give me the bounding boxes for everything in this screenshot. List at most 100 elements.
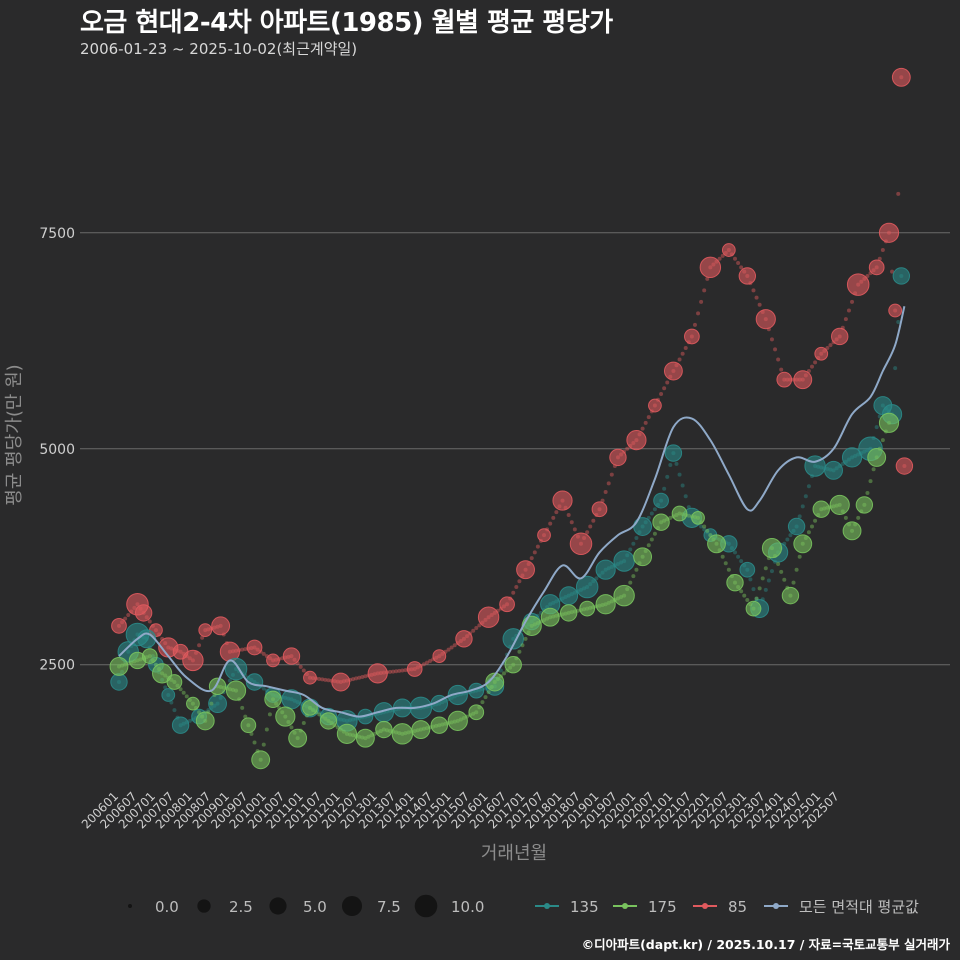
series-85-trail-dot xyxy=(643,420,648,425)
series-85-trail-dot xyxy=(717,256,722,261)
series-85-point xyxy=(895,457,914,475)
size-legend-swatch xyxy=(414,894,438,918)
series-85-point xyxy=(648,398,662,413)
series-85-trail-dot xyxy=(197,643,202,648)
series-85-trail-dot xyxy=(680,351,685,356)
scatter-points xyxy=(109,67,914,770)
series-175-point xyxy=(240,717,257,734)
series-175-point xyxy=(726,573,744,592)
series-85-trail-dot xyxy=(702,288,707,293)
color-legend-label: 85 xyxy=(728,898,747,916)
series-85-trail-dot xyxy=(696,311,701,316)
series-175-trail-dot xyxy=(810,524,814,529)
series-85-point xyxy=(609,448,627,467)
series-135-trail-dot xyxy=(498,668,503,673)
series-175-trail-dot xyxy=(794,567,799,572)
series-175-point xyxy=(842,521,862,541)
series-175-trail-dot xyxy=(705,528,710,533)
series-175-point xyxy=(109,657,129,676)
series-135-trail-dot xyxy=(751,587,756,592)
series-175-point xyxy=(595,594,616,615)
series-85-trail-dot xyxy=(298,664,303,669)
series-85-trail-dot xyxy=(843,317,848,322)
series-85-point xyxy=(266,653,280,668)
series-135-trail-dot xyxy=(785,537,790,542)
chart-subtitle: 2006-01-23 ~ 2025-10-02(최근계약일) xyxy=(80,40,358,58)
series-175-point xyxy=(166,674,183,690)
series-175-point xyxy=(355,728,375,748)
series-85-trail-dot xyxy=(551,515,556,520)
series-85-trail-dot xyxy=(646,415,651,420)
series-175-point xyxy=(430,716,449,734)
series-175-point xyxy=(391,723,414,745)
series-85-trail-dot xyxy=(400,668,405,673)
series-175-trail-dot xyxy=(652,531,657,536)
series-175-point xyxy=(152,663,173,684)
series-85-trail-dot xyxy=(600,498,605,503)
series-85-point xyxy=(721,243,736,257)
series-175-trail-dot xyxy=(317,712,322,717)
series-85-trail-dot xyxy=(880,248,885,253)
color-legend-dot xyxy=(702,903,708,909)
series-85-trail-dot xyxy=(425,660,429,665)
series-175-trail-dot xyxy=(757,586,762,591)
series-175-trail-dot xyxy=(791,580,796,585)
series-175-trail-dot xyxy=(782,577,787,582)
color-legend-dot xyxy=(773,903,779,909)
series-85-trail-dot xyxy=(877,256,882,261)
series-85-trail-dot xyxy=(825,345,830,350)
series-85-point xyxy=(331,672,351,692)
color-legend-label: 135 xyxy=(570,898,599,916)
size-legend-swatch xyxy=(341,895,363,917)
series-85-trail-dot xyxy=(566,512,571,517)
y-tick-label: 2500 xyxy=(39,658,75,674)
series-85-point xyxy=(111,617,127,634)
series-135-trail-dot xyxy=(665,474,670,479)
series-85-point xyxy=(663,361,683,381)
series-85-trail-dot xyxy=(391,669,396,674)
series-85-point xyxy=(846,273,870,296)
series-85-trail-dot xyxy=(548,521,553,526)
series-175-point xyxy=(186,696,200,711)
series-85-trail-dot xyxy=(606,481,611,486)
series-135-point xyxy=(787,517,806,536)
size-legend-label: 0.0 xyxy=(155,898,179,916)
series-85-trail-dot xyxy=(301,668,306,673)
series-85-trail-dot xyxy=(569,520,574,525)
series-135-trail-dot xyxy=(699,524,704,529)
series-135-trail-dot xyxy=(788,533,793,538)
series-85-trail-dot xyxy=(357,675,362,680)
series-175-point xyxy=(468,704,485,721)
series-135-point xyxy=(892,267,911,285)
series-175-point xyxy=(829,494,850,516)
series-85-trail-dot xyxy=(736,261,741,266)
series-85-point xyxy=(303,670,317,685)
series-135-trail-dot xyxy=(187,718,192,723)
series-85-trail-dot xyxy=(388,669,393,674)
series-85-trail-dot xyxy=(659,392,664,397)
color-legend-label: 175 xyxy=(648,898,677,916)
series-85-trail-dot xyxy=(529,556,534,561)
series-175-trail-dot xyxy=(754,596,759,601)
size-legend-label: 10.0 xyxy=(451,898,484,916)
series-85-trail-dot xyxy=(397,668,402,673)
series-175-point xyxy=(878,412,900,433)
series-85-point xyxy=(776,371,793,388)
series-175-point xyxy=(559,604,578,622)
series-85-trail-dot xyxy=(535,544,540,549)
series-85-trail-dot xyxy=(773,347,778,352)
series-85-trail-dot xyxy=(588,524,593,529)
series-175-point xyxy=(521,615,542,636)
series-175-trail-dot xyxy=(628,580,633,585)
series-85-point xyxy=(516,560,535,580)
series-175-trail-dot xyxy=(517,649,522,654)
series-175-point xyxy=(540,607,560,627)
series-135-trail-dot xyxy=(172,708,177,713)
series-175-trail-dot xyxy=(178,687,183,692)
series-85-trail-dot xyxy=(769,337,774,342)
series-85-trail-dot xyxy=(403,668,408,673)
series-85-point xyxy=(755,309,776,330)
series-135-point xyxy=(171,716,190,734)
series-85-point xyxy=(868,259,885,276)
series-135-point xyxy=(447,684,468,706)
